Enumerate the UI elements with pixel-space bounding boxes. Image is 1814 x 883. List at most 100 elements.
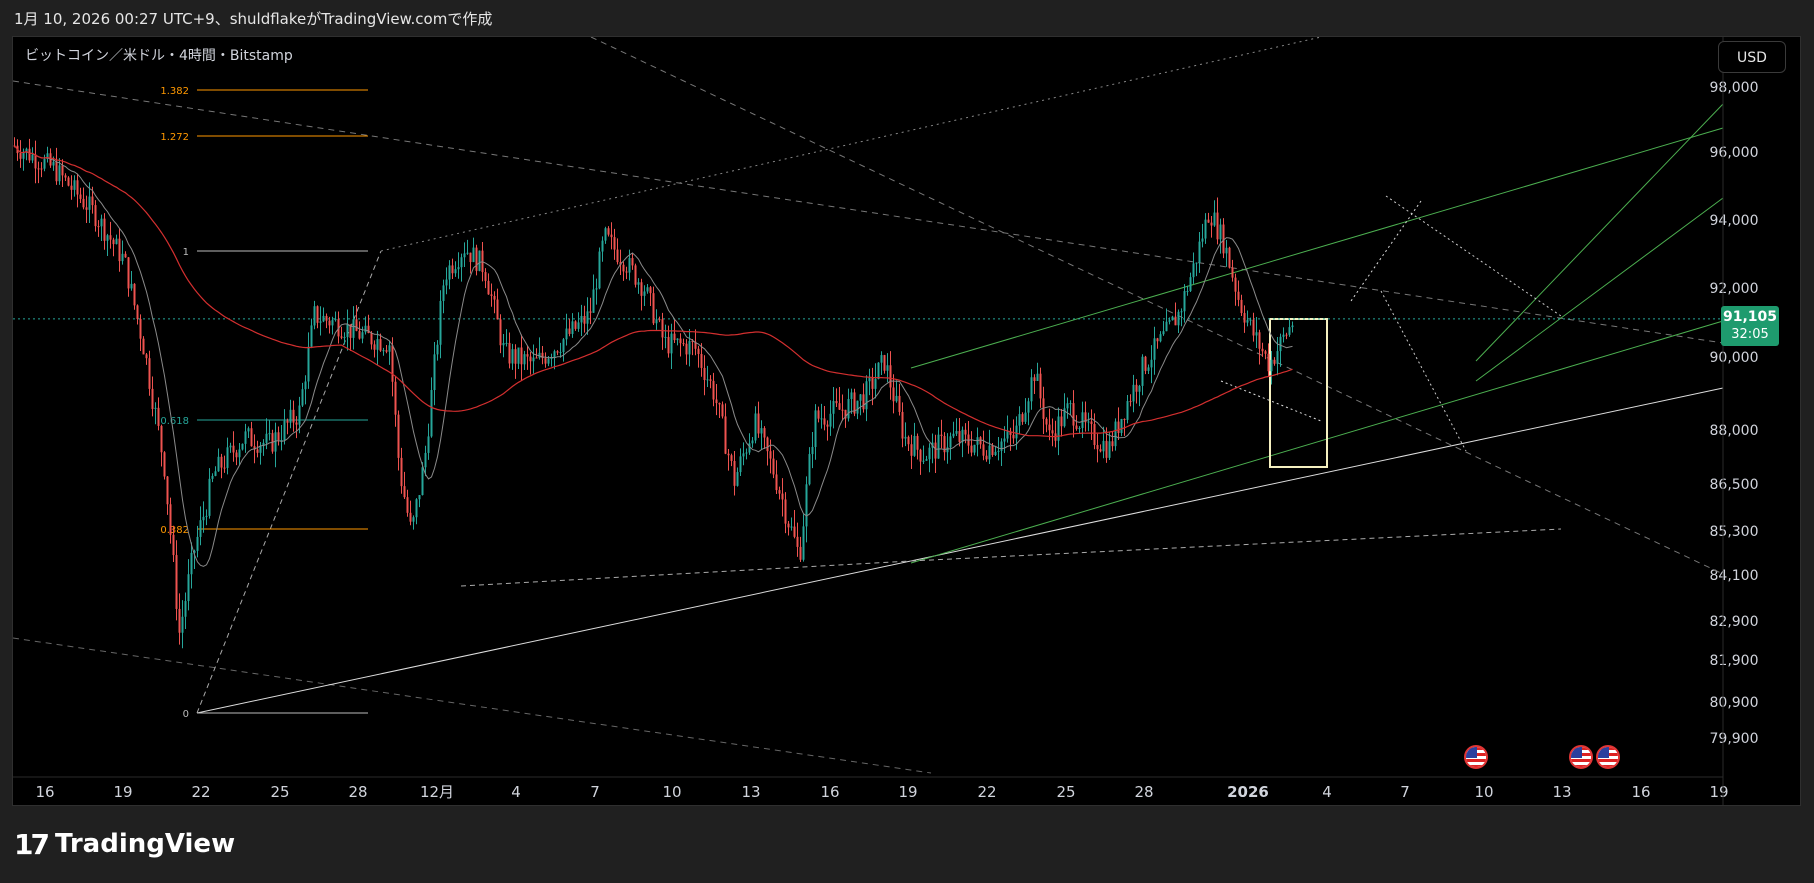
candle-body[interactable] [1198,241,1201,263]
candle-body[interactable] [76,180,79,195]
candle-body[interactable] [1075,425,1078,429]
candle-body[interactable] [934,442,937,459]
candle-body[interactable] [535,357,538,359]
candle-body[interactable] [736,472,739,486]
candle-body[interactable] [298,405,301,425]
candle-body[interactable] [868,377,871,382]
candle-body[interactable] [328,320,331,326]
candle-body[interactable] [742,453,745,457]
candle-body[interactable] [478,250,481,271]
candle-body[interactable] [1165,321,1168,332]
candle-body[interactable] [463,253,466,258]
candle-body[interactable] [361,332,364,339]
candle-body[interactable] [490,294,493,296]
candle-body[interactable] [190,552,193,575]
candle-body[interactable] [109,235,112,240]
symbol-title[interactable]: ビットコイン／米ドル・4時間・Bitstamp [25,48,293,64]
candle-body[interactable] [1129,401,1132,403]
candle-body[interactable] [436,344,439,355]
candle-body[interactable] [412,517,415,522]
candle-body[interactable] [520,347,523,365]
candle-body[interactable] [52,161,55,166]
candle-body[interactable] [907,436,910,445]
candle-body[interactable] [808,454,811,485]
candle-body[interactable] [610,234,613,238]
candle-body[interactable] [1024,412,1027,422]
candle-body[interactable] [1069,403,1072,405]
candle-body[interactable] [472,247,475,263]
candle-body[interactable] [37,168,40,170]
candle-body[interactable] [880,355,883,363]
candle-body[interactable] [817,410,820,419]
candle-body[interactable] [751,440,754,444]
candle-body[interactable] [604,228,607,241]
candle-body[interactable] [952,433,955,437]
candle-body[interactable] [343,337,346,339]
candle-body[interactable] [424,452,427,468]
candle-body[interactable] [1096,445,1099,450]
candle-body[interactable] [766,437,769,452]
candle-body[interactable] [601,240,604,252]
candle-body[interactable] [1213,212,1216,226]
trend-line[interactable] [910,528,1562,562]
candle-body[interactable] [685,343,688,355]
candle-body[interactable] [127,257,130,289]
candle-body[interactable] [397,414,400,458]
candle-body[interactable] [847,399,850,419]
candle-body[interactable] [454,269,457,274]
candle-body[interactable] [100,218,103,227]
candle-body[interactable] [949,436,952,448]
candle-body[interactable] [832,400,835,414]
candle-body[interactable] [727,453,730,456]
candle-body[interactable] [994,451,997,456]
candle-body[interactable] [568,328,571,334]
candle-body[interactable] [394,381,397,415]
candle-body[interactable] [1231,267,1234,278]
candle-body[interactable] [898,395,901,412]
candle-body[interactable] [1207,219,1210,223]
candle-body[interactable] [772,458,775,475]
candle-body[interactable] [469,252,472,263]
candle-body[interactable] [904,436,907,439]
candle-body[interactable] [247,428,250,432]
candle-body[interactable] [193,550,196,553]
candle-body[interactable] [988,445,991,460]
candle-body[interactable] [562,339,565,353]
candle-body[interactable] [148,358,151,389]
candle-body[interactable] [874,378,877,389]
candle-body[interactable] [370,333,373,345]
candle-body[interactable] [418,495,421,500]
trend-line[interactable] [196,387,1724,714]
candle-body[interactable] [859,394,862,401]
candle-body[interactable] [1234,277,1237,292]
candle-body[interactable] [22,152,25,159]
candle-body[interactable] [652,293,655,324]
trend-line[interactable] [13,80,1724,344]
candle-body[interactable] [556,351,559,353]
candle-body[interactable] [427,436,430,453]
candle-body[interactable] [709,379,712,381]
candle-body[interactable] [1018,414,1021,426]
candle-body[interactable] [196,536,199,551]
candle-body[interactable] [166,476,169,505]
candle-body[interactable] [586,311,589,324]
candle-body[interactable] [1120,418,1123,433]
candle-body[interactable] [19,153,22,159]
candle-body[interactable] [1153,338,1156,360]
candle-body[interactable] [1189,277,1192,292]
candle-body[interactable] [1045,418,1048,425]
candle-body[interactable] [1015,425,1018,439]
trend-line[interactable] [1385,195,1562,317]
candle-body[interactable] [622,264,625,272]
candle-body[interactable] [865,381,868,410]
candle-body[interactable] [835,400,838,404]
candle-body[interactable] [607,228,610,235]
candle-body[interactable] [997,450,1000,452]
candle-body[interactable] [445,279,448,286]
candle-body[interactable] [703,367,706,381]
candle-body[interactable] [691,341,694,343]
candle-body[interactable] [1186,291,1189,293]
candle-body[interactable] [574,321,577,329]
candle-body[interactable] [838,403,841,410]
trend-line[interactable] [910,127,1724,369]
